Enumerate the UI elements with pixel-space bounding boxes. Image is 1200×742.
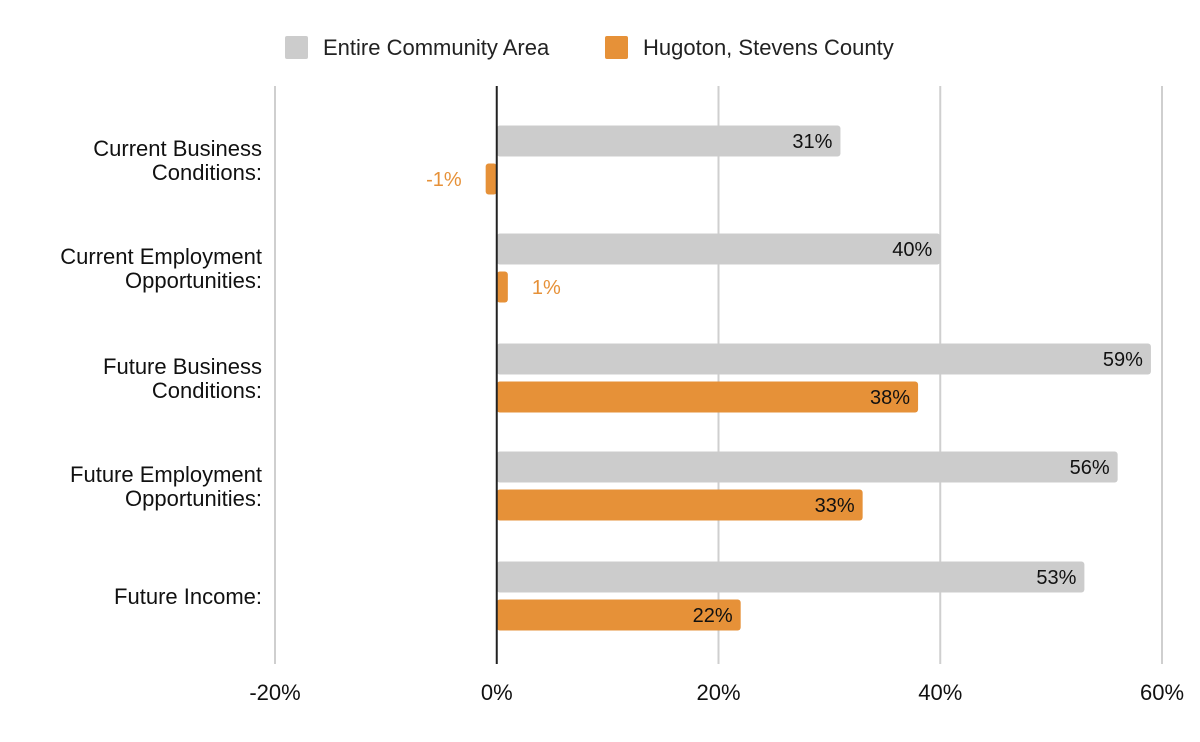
bar-s1-c1: [496, 125, 841, 157]
bar-labels: 31% 40% 59% 56% 53% -1% 1% 38% 33% 22%: [426, 131, 1143, 627]
bar-s2-c5: [496, 599, 741, 631]
legend-label-2: Hugoton, Stevens County: [643, 35, 894, 60]
bar-label-s2-c1: -1%: [426, 169, 462, 191]
bar-s1-c4: [496, 451, 1118, 483]
x-tick-label-4: 60%: [1140, 680, 1184, 705]
bar-label-s2-c4: 33%: [815, 495, 855, 517]
bar-s2-c3: [496, 381, 919, 413]
bar-s1-c2: [496, 233, 941, 265]
x-tick-label-3: 40%: [918, 680, 962, 705]
bar-s1-c5: [496, 561, 1085, 593]
bar-s2-c2: [496, 271, 508, 303]
bar-label-s2-c2: 1%: [532, 277, 561, 299]
x-axis-tick-labels: -20% 0% 20% 40% 60%: [249, 680, 1184, 705]
legend-label-1: Entire Community Area: [323, 35, 550, 60]
category-label-3-line-1: Future Business: [103, 354, 262, 379]
bar-label-s1-c4: 56%: [1070, 457, 1110, 479]
x-tick-label-0: -20%: [249, 680, 300, 705]
bar-s1-c3: [496, 343, 1151, 375]
bars: [485, 125, 1151, 631]
bar-label-s1-c3: 59%: [1103, 349, 1143, 371]
category-label-5-line-1: Future Income:: [114, 584, 262, 609]
legend: Entire Community Area Hugoton, Stevens Co…: [285, 35, 894, 60]
x-tick-label-2: 20%: [696, 680, 740, 705]
bar-label-s2-c3: 38%: [870, 387, 910, 409]
legend-swatch-2: [605, 36, 628, 59]
bar-s2-c4: [496, 489, 863, 521]
x-tick-label-1: 0%: [481, 680, 513, 705]
bar-label-s1-c2: 40%: [892, 239, 932, 261]
bar-label-s2-c5: 22%: [693, 605, 733, 627]
bar-label-s1-c5: 53%: [1036, 567, 1076, 589]
category-label-1-line-2: Conditions:: [152, 160, 262, 185]
category-label-4-line-1: Future Employment: [70, 462, 262, 487]
bar-s2-c1: [485, 163, 497, 195]
bar-label-s1-c1: 31%: [792, 131, 832, 153]
category-label-4-line-2: Opportunities:: [125, 486, 262, 511]
category-label-3-line-2: Conditions:: [152, 378, 262, 403]
category-label-2-line-1: Current Employment: [60, 244, 262, 269]
legend-swatch-1: [285, 36, 308, 59]
category-label-2-line-2: Opportunities:: [125, 268, 262, 293]
category-label-1-line-1: Current Business: [93, 136, 262, 161]
